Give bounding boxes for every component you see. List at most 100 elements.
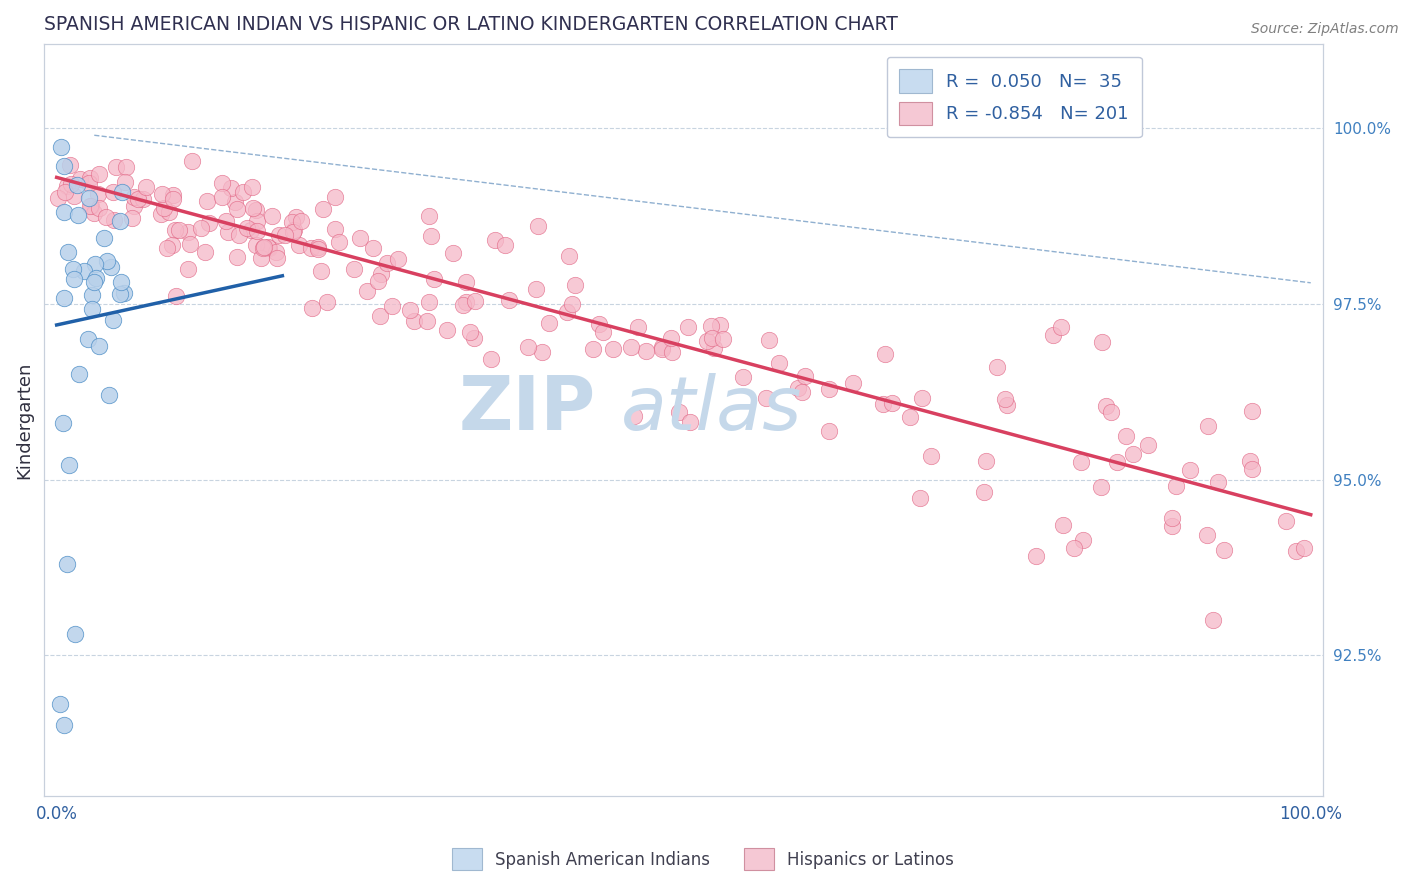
Point (1050, 320, 1073, 334)
Point (53, 718, 76, 732)
Point (232, 186, 254, 200)
Text: atlas: atlas (621, 373, 803, 445)
Point (89, 167, 111, 181)
Point (240, 223, 263, 237)
Point (225, 202, 247, 216)
Point (52, 417, 75, 431)
Point (59, 177, 82, 191)
Point (1063, 541, 1085, 555)
Point (101, 312, 124, 326)
Point (219, 181, 242, 195)
Point (160, 237, 183, 252)
Point (676, 320, 699, 334)
Point (1239, 453, 1261, 467)
Point (495, 238, 517, 252)
Point (451, 298, 474, 312)
Point (87, 339, 110, 353)
Point (755, 392, 778, 406)
Point (636, 343, 658, 358)
Point (361, 241, 384, 255)
Point (167, 223, 190, 237)
Point (100, 260, 122, 274)
Point (368, 309, 391, 323)
Point (53, 205, 76, 219)
Point (228, 227, 250, 242)
Point (974, 453, 997, 467)
Point (79, 171, 101, 186)
Point (588, 317, 610, 331)
Point (454, 295, 477, 310)
Point (114, 175, 136, 189)
Point (623, 409, 645, 424)
Point (226, 250, 249, 264)
Point (53, 186, 76, 200)
Point (176, 261, 198, 276)
Point (217, 225, 239, 239)
Point (82, 302, 104, 317)
Point (436, 323, 458, 337)
Point (96, 253, 118, 268)
Point (898, 409, 921, 424)
Point (699, 319, 721, 334)
Point (463, 330, 485, 344)
Point (1052, 517, 1074, 532)
Point (108, 214, 131, 228)
Point (1240, 462, 1263, 476)
Point (602, 342, 624, 356)
Point (702, 331, 724, 345)
Point (269, 227, 291, 242)
Point (162, 188, 184, 202)
Point (301, 301, 323, 315)
Point (153, 201, 176, 215)
Point (1240, 404, 1263, 418)
Point (211, 189, 233, 203)
Point (65, 627, 87, 641)
Point (1070, 455, 1092, 469)
Point (561, 297, 583, 311)
Point (458, 326, 481, 340)
Point (84, 257, 107, 271)
Point (149, 207, 172, 221)
Point (661, 344, 683, 359)
Point (242, 201, 264, 215)
Point (367, 274, 389, 288)
Point (398, 303, 420, 318)
Point (668, 405, 690, 419)
Point (194, 245, 217, 260)
Point (558, 249, 581, 263)
Point (1099, 405, 1122, 419)
Text: Source: ZipAtlas.com: Source: ZipAtlas.com (1251, 22, 1399, 37)
Point (920, 450, 942, 464)
Point (537, 316, 560, 330)
Point (555, 305, 578, 319)
Point (73, 264, 96, 278)
Point (312, 202, 335, 217)
Point (564, 278, 586, 293)
Point (995, 398, 1018, 412)
Point (108, 286, 131, 301)
Point (659, 331, 682, 345)
Point (111, 185, 134, 199)
Point (524, 282, 547, 296)
Point (240, 180, 263, 194)
Point (792, 384, 814, 399)
Point (299, 241, 322, 255)
Point (709, 318, 731, 332)
Point (77, 176, 100, 190)
Legend: R =  0.050   N=  35, R = -0.854   N= 201: R = 0.050 N= 35, R = -0.854 N= 201 (887, 57, 1142, 137)
Point (1197, 528, 1219, 542)
Point (67, 208, 90, 222)
Point (908, 491, 931, 505)
Point (66, 178, 89, 192)
Point (1206, 475, 1229, 490)
Point (283, 222, 305, 236)
Point (620, 340, 643, 354)
Point (77, 191, 100, 205)
Point (52, 159, 75, 173)
Point (165, 288, 187, 302)
Point (157, 205, 180, 219)
Point (93, 231, 115, 245)
Point (56, 244, 79, 259)
Point (62, 262, 84, 277)
Point (325, 222, 347, 236)
